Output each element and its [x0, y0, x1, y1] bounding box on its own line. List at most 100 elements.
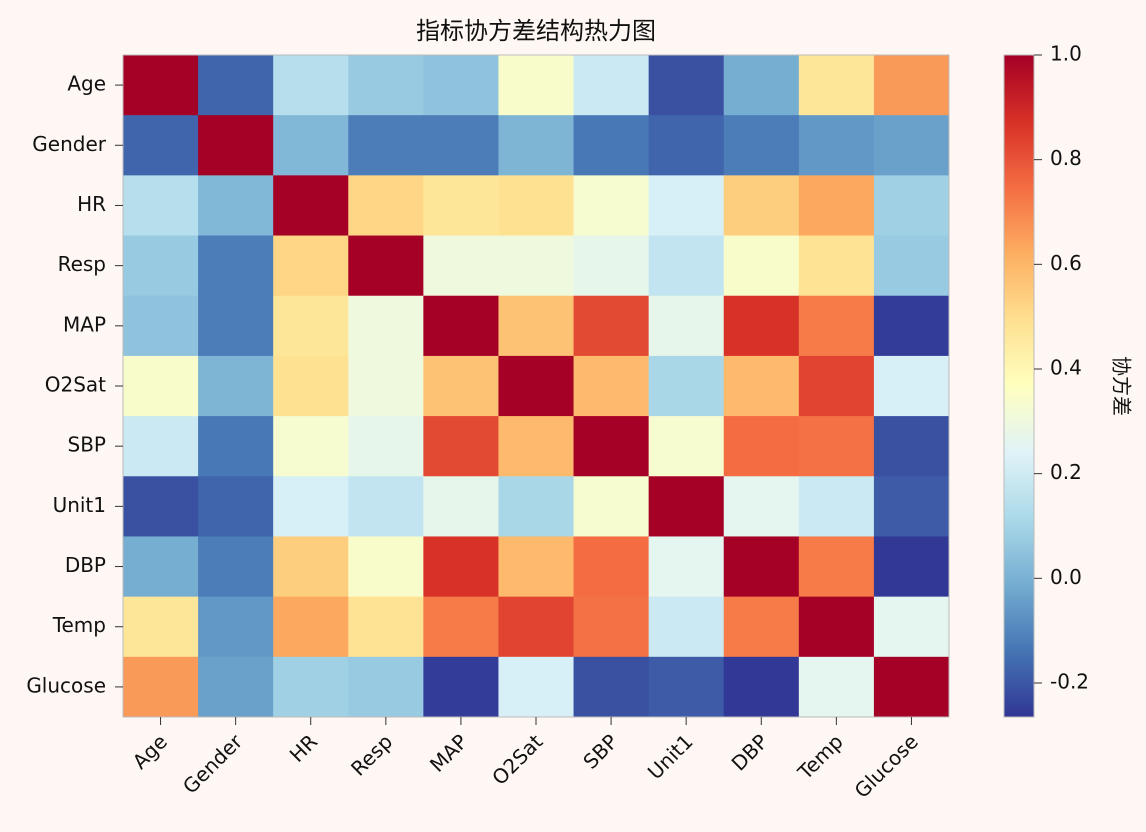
heatmap-cell	[273, 656, 349, 718]
heatmap-cell	[648, 295, 725, 357]
heatmap-cell	[423, 656, 499, 718]
heatmap-cell	[723, 536, 800, 598]
x-tick-label: Resp	[346, 729, 397, 780]
heatmap-cell	[198, 656, 274, 718]
chart-title: 指标协方差结构热力图	[416, 17, 656, 45]
colorbar	[1003, 54, 1035, 718]
heatmap-cell	[798, 416, 875, 477]
heatmap-cell	[798, 656, 875, 718]
heatmap-cell	[498, 175, 575, 237]
heatmap-cell	[798, 175, 875, 237]
heatmap-cell	[648, 656, 725, 718]
heatmap-cell	[423, 536, 499, 598]
y-tick-label: Unit1	[53, 493, 106, 517]
heatmap-cell	[123, 536, 199, 598]
heatmap-cell	[573, 295, 650, 357]
heatmap-cell	[273, 295, 349, 357]
heatmap-cell	[498, 656, 575, 718]
x-tick-label: Unit1	[643, 729, 698, 784]
heatmap-cell	[873, 536, 950, 598]
heatmap-cell	[198, 115, 274, 176]
heatmap-cell	[798, 115, 875, 176]
heatmap-cell	[723, 416, 800, 477]
heatmap-cell	[348, 115, 424, 176]
heatmap-cell	[423, 476, 499, 537]
heatmap-cell	[498, 536, 575, 598]
heatmap-cell	[198, 235, 274, 297]
y-tick-label: MAP	[63, 312, 106, 336]
colorbar-tick-label: 0.2	[1050, 460, 1082, 484]
heatmap-cell	[498, 596, 575, 658]
heatmap-cell	[873, 656, 950, 718]
x-tick-label: O2Sat	[487, 729, 547, 789]
heatmap-cell	[198, 295, 274, 357]
heatmap-cell	[648, 175, 725, 237]
heatmap-cell	[573, 175, 650, 237]
heatmap-cell	[648, 355, 725, 417]
heatmap-cell	[798, 596, 875, 658]
heatmap-cell	[198, 416, 274, 477]
heatmap-cell	[273, 355, 349, 417]
heatmap-cell	[573, 55, 650, 116]
heatmap-cell	[123, 416, 199, 477]
y-tick-label: O2Sat	[45, 373, 106, 397]
heatmap-cell	[723, 175, 800, 237]
heatmap-cell	[123, 596, 199, 658]
heatmap-cell	[873, 476, 950, 537]
x-tick-label: Temp	[792, 729, 847, 784]
heatmap-cell	[498, 55, 575, 116]
heatmap-cell	[723, 355, 800, 417]
heatmap-cell	[423, 175, 499, 237]
heatmap-cell	[348, 536, 424, 598]
colorbar-tick-label: 0.4	[1050, 355, 1082, 379]
heatmap-cell	[873, 295, 950, 357]
heatmap-cell	[873, 55, 950, 116]
heatmap-cell	[573, 355, 650, 417]
heatmap-cell	[798, 235, 875, 297]
heatmap-cell	[498, 416, 575, 477]
heatmap-cell	[798, 355, 875, 417]
heatmap-cell	[798, 55, 875, 116]
heatmap-cell	[123, 55, 199, 116]
heatmap-cell	[423, 115, 499, 176]
heatmap-cell	[348, 235, 424, 297]
y-tick-label: HR	[77, 192, 106, 216]
x-tick-label: HR	[285, 729, 323, 767]
heatmap-cell	[723, 235, 800, 297]
x-tick-label: DBP	[727, 729, 773, 775]
y-tick-label: Resp	[58, 252, 106, 276]
heatmap-cell	[423, 416, 499, 477]
heatmap-cell	[198, 355, 274, 417]
x-tick-label: Glucose	[850, 729, 923, 802]
colorbar-label: 协方差	[1110, 356, 1134, 416]
heatmap-cell	[273, 175, 349, 237]
heatmap-cell	[273, 235, 349, 297]
heatmap-cell	[648, 596, 725, 658]
heatmap-cell	[423, 55, 499, 116]
heatmap-cell	[273, 55, 349, 116]
y-tick-label: Age	[67, 72, 106, 96]
colorbar-tick-label: 0.6	[1050, 251, 1082, 275]
heatmap-cell	[123, 656, 199, 718]
heatmap-cell	[648, 115, 725, 176]
heatmap-cell	[348, 476, 424, 537]
heatmap-cell	[573, 656, 650, 718]
heatmap-cell	[273, 416, 349, 477]
y-tick-label: DBP	[65, 553, 106, 577]
heatmap-cell	[873, 416, 950, 477]
heatmap-cell	[423, 235, 499, 297]
heatmap-cell	[348, 596, 424, 658]
x-tick-label: MAP	[425, 729, 472, 776]
heatmap-cell	[423, 295, 499, 357]
heatmap-cell	[573, 476, 650, 537]
heatmap-cell	[723, 295, 800, 357]
heatmap-cell	[498, 295, 575, 357]
heatmap-cell	[498, 235, 575, 297]
colorbar-tick-label: 0.8	[1050, 146, 1082, 170]
heatmap-cell	[573, 536, 650, 598]
heatmap-cell	[648, 55, 725, 116]
heatmap-cell	[123, 355, 199, 417]
heatmap-cell	[273, 115, 349, 176]
heatmap-cell	[273, 536, 349, 598]
